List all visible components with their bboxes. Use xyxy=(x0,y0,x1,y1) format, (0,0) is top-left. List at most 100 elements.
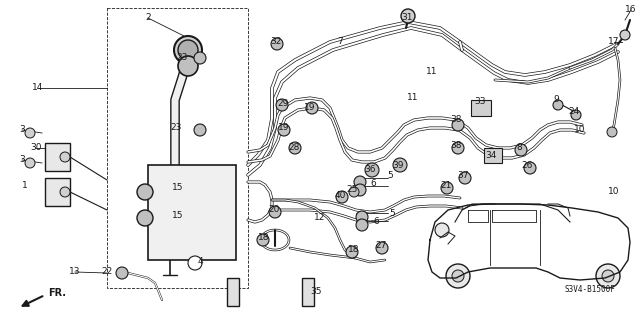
Circle shape xyxy=(174,36,202,64)
Text: 11: 11 xyxy=(426,68,438,77)
Bar xyxy=(45,143,70,171)
Circle shape xyxy=(60,152,70,162)
Bar xyxy=(302,278,314,306)
Bar xyxy=(484,148,502,163)
Text: 10: 10 xyxy=(608,188,620,197)
Text: 15: 15 xyxy=(172,211,184,219)
Circle shape xyxy=(178,40,198,60)
Text: 12: 12 xyxy=(314,213,326,222)
Circle shape xyxy=(194,52,206,64)
Circle shape xyxy=(441,182,453,194)
Text: 17: 17 xyxy=(608,38,620,47)
Bar xyxy=(148,165,236,260)
Text: 1: 1 xyxy=(22,181,28,189)
Circle shape xyxy=(188,256,202,270)
Text: 15: 15 xyxy=(172,183,184,192)
Circle shape xyxy=(116,267,128,279)
Circle shape xyxy=(452,119,464,131)
Text: 26: 26 xyxy=(522,160,532,169)
Circle shape xyxy=(452,142,464,154)
Text: S3V4-B1500F: S3V4-B1500F xyxy=(564,286,616,294)
Circle shape xyxy=(435,223,449,237)
Bar xyxy=(227,278,239,306)
Text: 27: 27 xyxy=(375,241,387,250)
Text: 20: 20 xyxy=(268,205,280,214)
Text: 19: 19 xyxy=(304,102,316,112)
Circle shape xyxy=(257,234,269,246)
Circle shape xyxy=(137,210,153,226)
Circle shape xyxy=(178,56,198,76)
Text: 14: 14 xyxy=(32,84,44,93)
Circle shape xyxy=(459,172,471,184)
Text: 37: 37 xyxy=(457,170,468,180)
Circle shape xyxy=(571,110,581,120)
Text: 9: 9 xyxy=(553,95,559,105)
Circle shape xyxy=(271,38,283,50)
Text: 30: 30 xyxy=(30,144,42,152)
Circle shape xyxy=(276,99,288,111)
Text: 11: 11 xyxy=(407,93,419,101)
Text: 23: 23 xyxy=(170,123,182,132)
Circle shape xyxy=(452,270,464,282)
Text: 6: 6 xyxy=(370,179,376,188)
Text: 6: 6 xyxy=(373,217,379,226)
Bar xyxy=(471,100,491,116)
Circle shape xyxy=(401,9,415,23)
Circle shape xyxy=(393,158,407,172)
Circle shape xyxy=(620,30,630,40)
Text: 33: 33 xyxy=(474,98,486,107)
Text: 16: 16 xyxy=(625,5,637,14)
Text: 18: 18 xyxy=(348,246,360,255)
Text: 39: 39 xyxy=(392,160,404,169)
Text: 23: 23 xyxy=(176,53,188,62)
Text: 5: 5 xyxy=(387,170,393,180)
Text: 36: 36 xyxy=(364,166,376,174)
Text: 4: 4 xyxy=(197,257,203,266)
Text: 18: 18 xyxy=(259,234,269,242)
Circle shape xyxy=(278,124,290,136)
Bar xyxy=(107,8,248,288)
Text: 28: 28 xyxy=(288,144,300,152)
Text: 2: 2 xyxy=(145,13,151,23)
Text: 34: 34 xyxy=(485,151,497,160)
Circle shape xyxy=(602,270,614,282)
Circle shape xyxy=(376,242,388,254)
Text: 13: 13 xyxy=(69,268,81,277)
Text: 5: 5 xyxy=(389,209,395,218)
Text: 21: 21 xyxy=(440,181,452,189)
Circle shape xyxy=(194,124,206,136)
Text: 8: 8 xyxy=(516,144,522,152)
Text: 29: 29 xyxy=(277,99,289,108)
Text: 22: 22 xyxy=(101,268,113,277)
Circle shape xyxy=(596,264,620,288)
Circle shape xyxy=(607,127,617,137)
Circle shape xyxy=(553,100,563,110)
Circle shape xyxy=(515,144,527,156)
Text: 10: 10 xyxy=(574,125,586,135)
Text: 24: 24 xyxy=(568,108,580,116)
Circle shape xyxy=(306,102,318,114)
Circle shape xyxy=(354,184,366,196)
Circle shape xyxy=(137,184,153,200)
Text: 25: 25 xyxy=(346,186,358,195)
Circle shape xyxy=(336,191,348,203)
Text: 31: 31 xyxy=(401,13,413,23)
Circle shape xyxy=(354,176,366,188)
Circle shape xyxy=(289,142,301,154)
Text: 40: 40 xyxy=(334,190,346,199)
Text: FR.: FR. xyxy=(48,288,66,298)
Text: 38: 38 xyxy=(451,115,461,124)
Circle shape xyxy=(356,211,368,223)
Text: 19: 19 xyxy=(278,123,290,132)
Text: 35: 35 xyxy=(310,287,322,296)
Circle shape xyxy=(269,206,281,218)
Text: 32: 32 xyxy=(270,38,282,47)
Circle shape xyxy=(473,101,487,115)
Circle shape xyxy=(524,162,536,174)
Circle shape xyxy=(25,128,35,138)
Bar xyxy=(45,178,70,206)
Text: 3: 3 xyxy=(19,125,25,135)
Circle shape xyxy=(356,219,368,231)
Circle shape xyxy=(25,158,35,168)
Text: 7: 7 xyxy=(337,38,343,47)
